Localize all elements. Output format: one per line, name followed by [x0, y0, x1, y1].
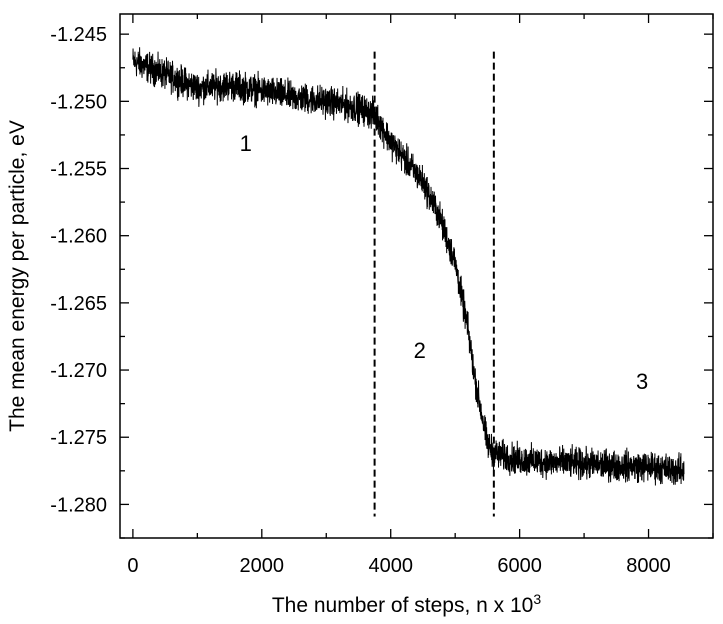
y-tick-label: -1.260	[50, 226, 107, 248]
x-axis-title-superscript: 3	[533, 591, 541, 607]
axes	[119, 13, 714, 539]
ticks: 0 2000 4000 6000 8000 -1.245 -1.250 -1.255 -1.26…	[50, 14, 714, 577]
plot-frame	[119, 13, 714, 539]
region-label: 3	[636, 369, 648, 394]
annotations: 1 2 3	[240, 131, 649, 394]
x-tick-label: 2000	[240, 555, 285, 577]
y-axis-title: The mean energy per particle, eV	[6, 120, 29, 432]
region-label: 2	[414, 338, 426, 363]
y-tick-label: -1.275	[50, 427, 107, 449]
x-axis-title: The number of steps, n x 103	[272, 591, 541, 617]
y-tick-label: -1.255	[50, 159, 107, 181]
y-tick-label: -1.245	[50, 24, 107, 46]
x-tick-label: 6000	[497, 555, 542, 577]
region-label: 1	[240, 131, 252, 156]
y-tick-label: -1.280	[50, 494, 107, 516]
x-tick-label: 0	[127, 555, 138, 577]
y-tick-label: -1.270	[50, 360, 107, 382]
y-tick-label: -1.250	[50, 91, 107, 113]
energy-series-line	[132, 47, 685, 486]
x-axis-title-text: The number of steps, n x 10	[272, 594, 533, 617]
x-tick-label: 4000	[368, 555, 413, 577]
y-tick-label: -1.265	[50, 293, 107, 315]
x-tick-label: 8000	[626, 555, 671, 577]
plot-area	[132, 47, 685, 517]
